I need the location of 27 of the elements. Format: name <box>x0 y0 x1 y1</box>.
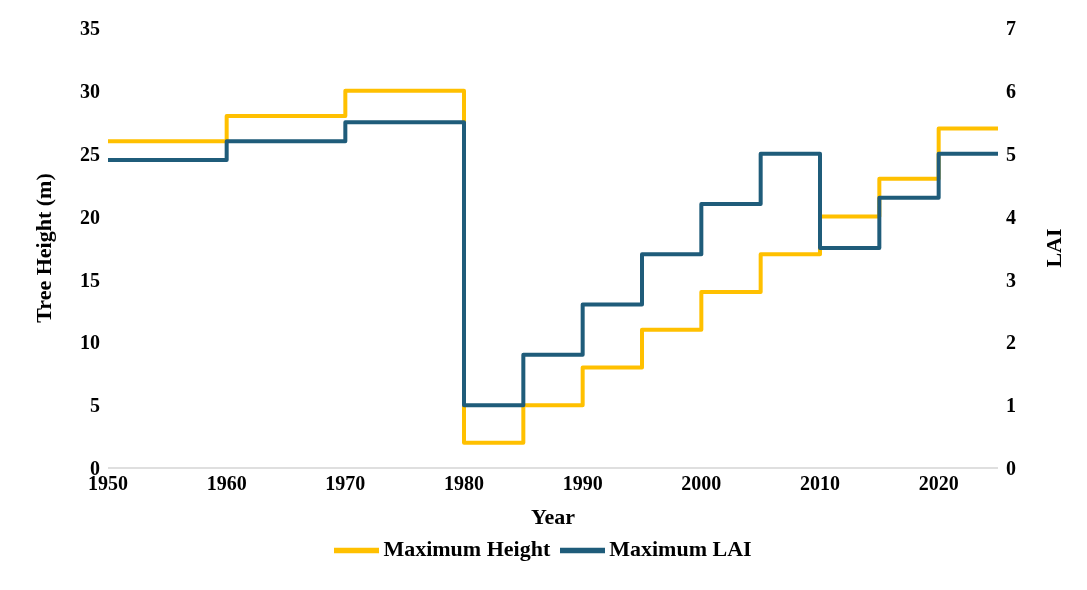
legend-label: Maximum Height <box>383 535 551 561</box>
x-tick-label: 1980 <box>444 472 484 495</box>
x-tick-label: 2010 <box>800 472 840 495</box>
y2-tick-label: 2 <box>1006 331 1016 354</box>
y-tick-label: 25 <box>80 142 100 165</box>
y2-tick-label: 0 <box>1006 457 1016 480</box>
x-tick-label: 2020 <box>918 472 959 495</box>
y-axis-title: Tree Height (m) <box>30 173 56 323</box>
y2-tick-label: 3 <box>1006 268 1016 291</box>
y-tick-label: 20 <box>80 205 100 228</box>
y-tick-label: 30 <box>80 79 100 102</box>
y-tick-label: 10 <box>80 331 100 354</box>
x-tick-label: 1960 <box>206 472 247 495</box>
y2-tick-label: 4 <box>1006 205 1016 228</box>
y2-tick-label: 6 <box>1006 79 1016 102</box>
y2-axis-title: LAI <box>1040 228 1066 268</box>
x-tick-label: 1990 <box>562 472 603 495</box>
x-tick-label: 1970 <box>325 472 366 495</box>
y2-tick-label: 5 <box>1006 142 1016 165</box>
y-tick-label: 5 <box>90 394 100 417</box>
y2-tick-label: 1 <box>1006 394 1016 417</box>
y2-tick-label: 7 <box>1006 17 1016 40</box>
legend-label: Maximum LAI <box>609 535 752 561</box>
y-tick-label: 35 <box>80 17 100 40</box>
x-axis-title: Year <box>531 504 576 529</box>
x-tick-label: 2000 <box>681 472 722 495</box>
y-tick-label: 15 <box>80 268 100 291</box>
